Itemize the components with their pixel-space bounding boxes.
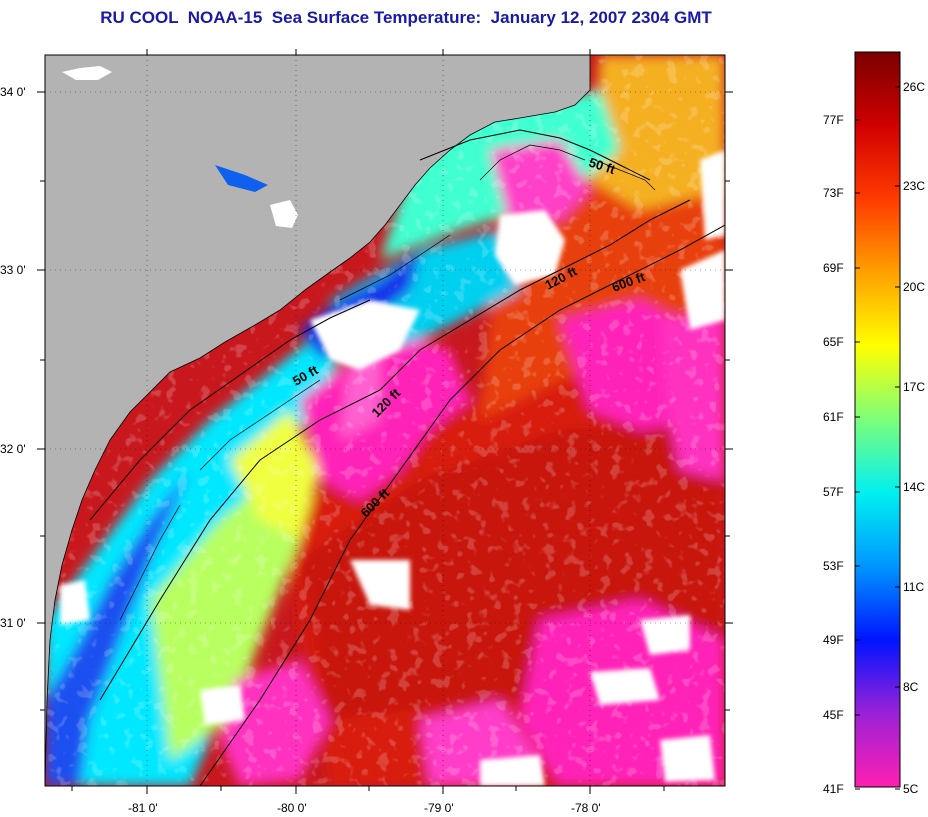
lat-label: 34 0': [0, 85, 26, 99]
graticule: [45, 55, 725, 786]
land-mass: [45, 55, 591, 786]
colorbar-f-labels: 77F 73F 69F 65F 61F 57F 53F 49F 45F 41F: [823, 113, 844, 796]
colorbar-f-label: 57F: [823, 485, 844, 499]
colorbar-c-label: 11C: [903, 580, 924, 594]
colorbar-f-label: 45F: [823, 708, 844, 722]
lon-label: -78 0': [571, 801, 601, 815]
colorbar-f-label: 53F: [823, 559, 844, 573]
colorbar-f-label: 61F: [823, 410, 844, 424]
colorbar-c-label: 8C: [903, 680, 919, 694]
lat-label: 32 0': [0, 442, 26, 456]
colorbar-c-label: 5C: [903, 782, 919, 796]
colorbar-f-label: 41F: [823, 782, 844, 796]
colorbar-f-label: 65F: [823, 335, 844, 349]
colorbar-f-label: 77F: [823, 113, 844, 127]
lon-label: -79 0': [424, 801, 454, 815]
colorbar-c-label: 17C: [903, 380, 925, 394]
map-title: RU COOL NOAA-15 Sea Surface Temperature:…: [100, 8, 712, 27]
colorbar-f-label: 73F: [823, 186, 844, 200]
isobath-120ft: [99, 199, 691, 701]
isobath-50ft: [89, 129, 651, 521]
coastline-detail: [119, 144, 656, 621]
lon-label: -81 0': [128, 801, 158, 815]
cloud-patches: [60, 150, 725, 786]
colorbar-f-label: 69F: [823, 261, 844, 275]
colorbar-c-label: 14C: [903, 480, 925, 494]
colorbar-c-label: 26C: [903, 80, 925, 94]
colorbar-ticks: [855, 86, 900, 790]
map-plot-area: 50 ft 120 ft 600 ft 50 ft 120 ft 600 ft: [45, 55, 725, 786]
lon-label: -80 0': [277, 801, 307, 815]
land-speck: [270, 200, 298, 228]
colorbar-c-labels: 26C 23C 20C 17C 14C 11C 8C 5C: [903, 80, 925, 796]
map-frame: [44, 54, 726, 787]
land-speck: [62, 66, 112, 80]
colorbar-f-label: 49F: [823, 633, 844, 647]
colorbar-gradient: [854, 51, 901, 788]
colorbar-c-label: 23C: [903, 179, 925, 193]
frame-ticks: [37, 49, 733, 794]
colorbar-c-label: 20C: [903, 280, 925, 294]
land-speck: [215, 165, 268, 192]
lat-label: 33 0': [0, 263, 26, 277]
lat-label: 31 0': [0, 616, 26, 630]
